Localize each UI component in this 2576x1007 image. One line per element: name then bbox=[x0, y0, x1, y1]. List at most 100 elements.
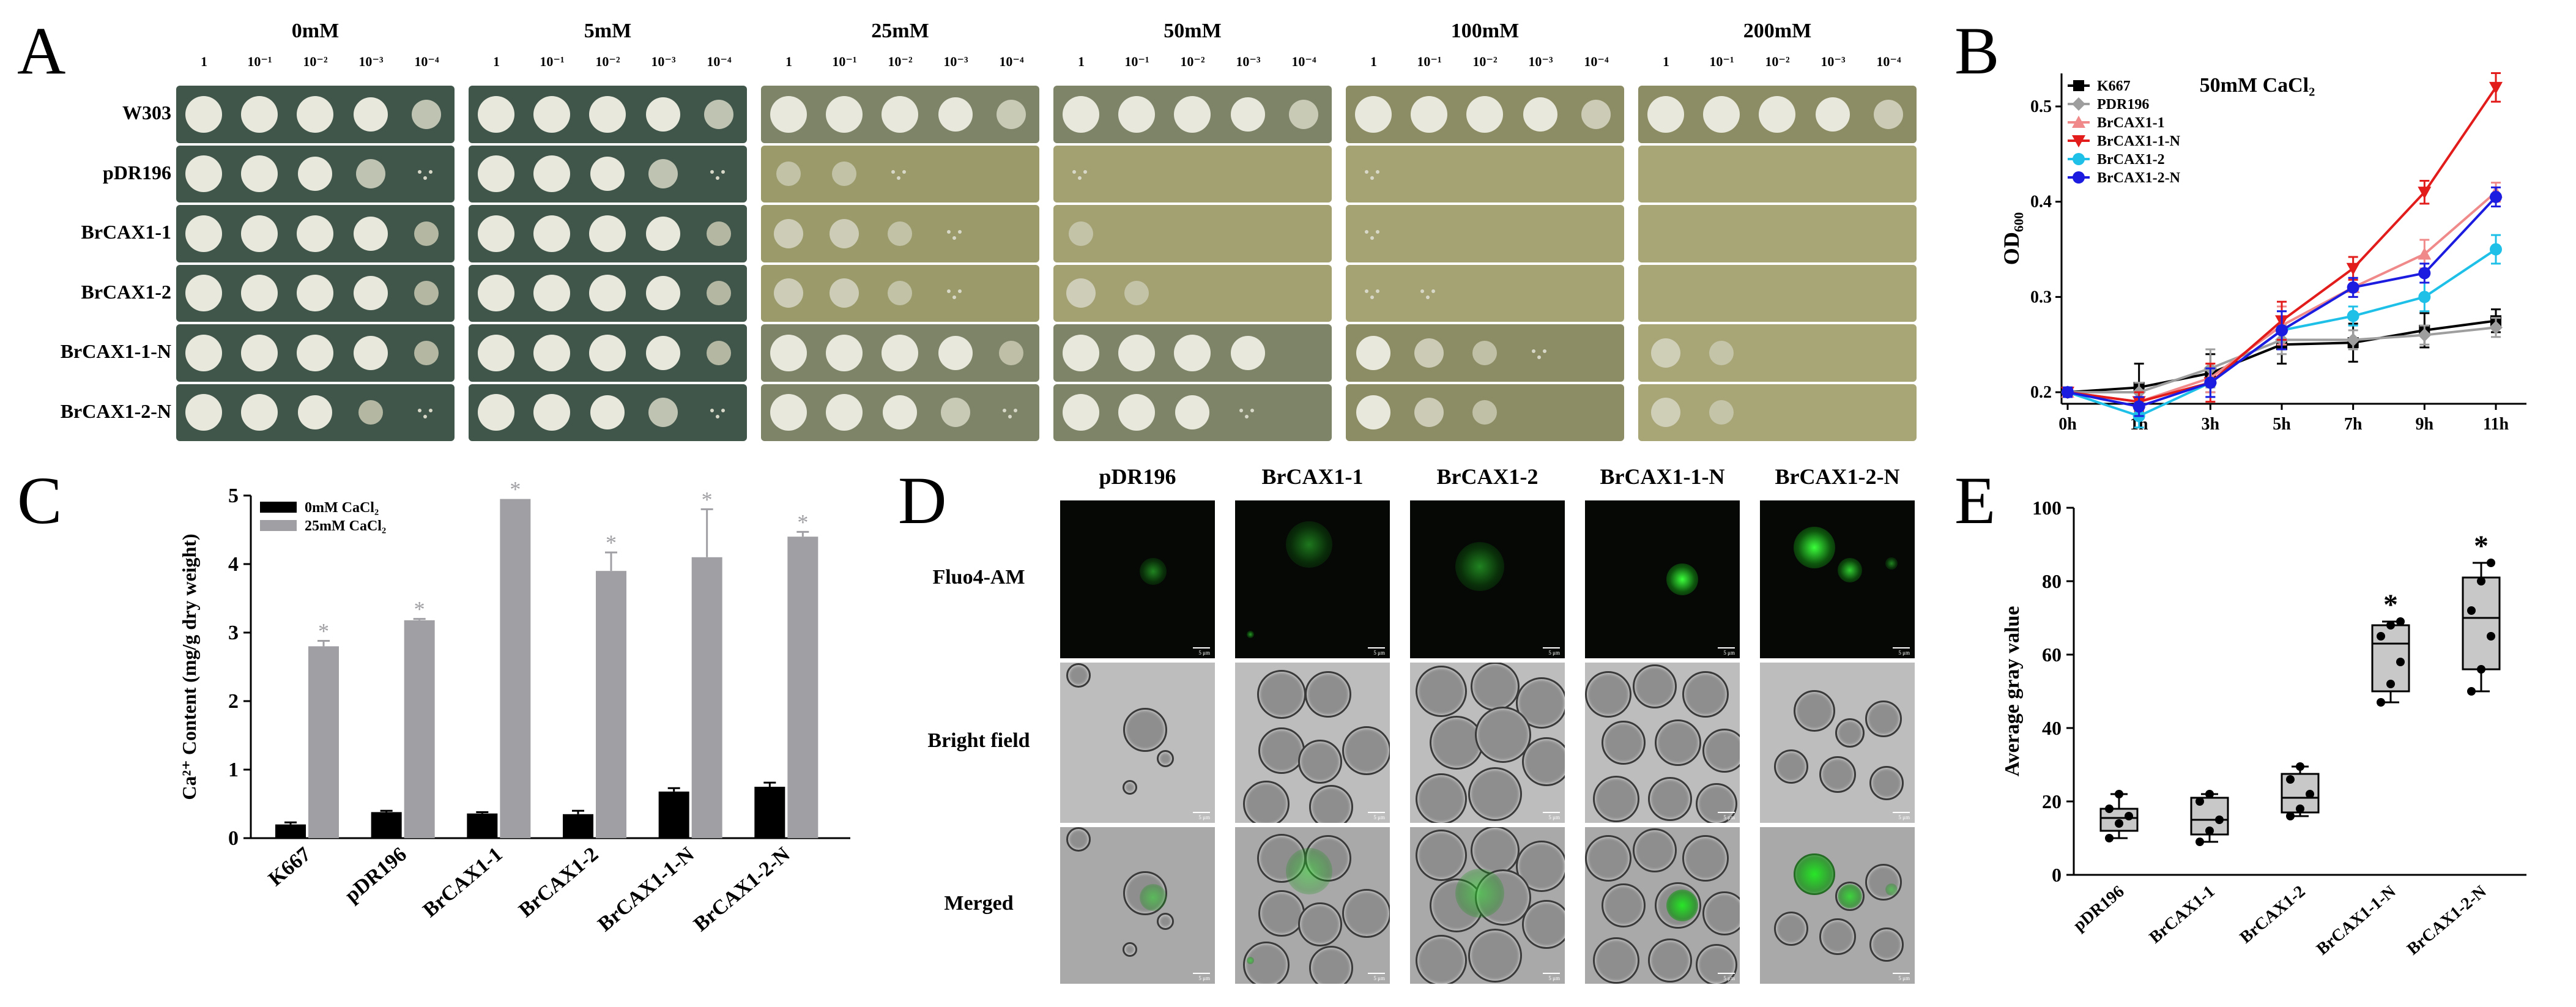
dilution-label: 10⁻² bbox=[303, 54, 328, 69]
data-point bbox=[2073, 171, 2085, 184]
colony-dot bbox=[1376, 289, 1379, 294]
column-header: BrCAX1-1 bbox=[1261, 464, 1364, 489]
yeast-cell bbox=[1585, 671, 1631, 718]
yeast-cell bbox=[1066, 663, 1091, 688]
colony-spot bbox=[1759, 95, 1795, 133]
y-tick-label: 0.5 bbox=[2030, 97, 2052, 116]
colony-dot bbox=[1420, 289, 1424, 294]
yeast-cell bbox=[1819, 756, 1856, 793]
plate-row bbox=[1346, 86, 1624, 143]
yeast-cell bbox=[1521, 899, 1565, 949]
concentration-header: 5mM bbox=[584, 20, 632, 42]
y-tick-label: 0.2 bbox=[2030, 383, 2052, 402]
plate-row bbox=[1638, 205, 1917, 262]
data-point bbox=[2306, 790, 2314, 798]
dilution-label: 10⁻¹ bbox=[1124, 54, 1149, 69]
panel-a-letter: A bbox=[17, 13, 66, 88]
data-point bbox=[2490, 243, 2502, 256]
colony-spot bbox=[1356, 335, 1390, 370]
fluorescent-cell bbox=[1139, 558, 1167, 585]
dilution-label: 10⁻¹ bbox=[540, 54, 565, 69]
x-tick-label: 11h bbox=[2483, 415, 2509, 434]
y-tick-label: 0.4 bbox=[2030, 193, 2052, 212]
colony-spot bbox=[1651, 398, 1680, 428]
scale-bar-label: 5 μm bbox=[1198, 975, 1210, 981]
x-tick-label: BrCAX1-1 bbox=[2146, 882, 2219, 948]
column-header: pDR196 bbox=[1099, 464, 1176, 489]
yeast-cell bbox=[1298, 740, 1343, 784]
plate-row bbox=[176, 205, 455, 262]
x-tick-label: BrCAX1-2 bbox=[514, 843, 603, 922]
data-point bbox=[2347, 281, 2359, 294]
colony-spot bbox=[478, 394, 514, 431]
data-point bbox=[2115, 790, 2123, 798]
yeast-cell bbox=[1682, 671, 1729, 718]
colony-spot bbox=[414, 281, 439, 306]
colony-dot bbox=[423, 176, 427, 180]
colony-spot bbox=[1356, 395, 1390, 430]
plate-row bbox=[1053, 264, 1332, 322]
bar bbox=[754, 787, 785, 838]
micrograph: 5 μm bbox=[1410, 500, 1565, 658]
legend-label: K667 bbox=[2097, 78, 2131, 94]
significance-marker: * bbox=[606, 530, 617, 555]
yeast-cell bbox=[1429, 716, 1483, 770]
colony-dot bbox=[1072, 170, 1076, 174]
y-axis-label: Average gray value bbox=[2001, 606, 2024, 777]
fluorescent-cell bbox=[1837, 883, 1862, 909]
scale-bar-label: 5 μm bbox=[1548, 975, 1560, 981]
dilution-label: 10⁻⁴ bbox=[707, 54, 732, 69]
yeast-cell bbox=[1869, 927, 1904, 962]
row-label: Merged bbox=[944, 892, 1014, 915]
fluorescent-cell bbox=[1837, 557, 1862, 582]
colony-spot bbox=[999, 340, 1023, 365]
colony-dot bbox=[1431, 289, 1435, 294]
scale-bar-label: 5 μm bbox=[1198, 650, 1210, 656]
data-point bbox=[2286, 775, 2295, 784]
data-point bbox=[2125, 812, 2133, 820]
plate-row bbox=[761, 324, 1039, 382]
fluorescent-cell bbox=[1666, 563, 1699, 595]
x-tick-label: pDR196 bbox=[2069, 882, 2128, 935]
yeast-cell bbox=[1865, 700, 1902, 737]
bar bbox=[275, 824, 306, 838]
micrograph: 5 μm bbox=[1760, 827, 1915, 984]
scale-bar bbox=[1193, 812, 1210, 813]
dilution-label: 10⁻⁴ bbox=[999, 54, 1024, 69]
data-point bbox=[2489, 321, 2503, 335]
colony-dot bbox=[716, 415, 719, 419]
fluorescent-cell bbox=[1666, 890, 1699, 921]
colony-spot bbox=[1647, 95, 1684, 133]
colony-spot bbox=[1118, 95, 1155, 133]
x-tick-label: 0h bbox=[2058, 415, 2077, 434]
colony-spot bbox=[707, 221, 731, 246]
plate-row bbox=[469, 384, 747, 441]
legend-label: BrCAX1-1-N bbox=[2097, 133, 2181, 149]
yeast-cell bbox=[1702, 729, 1740, 773]
data-point bbox=[2205, 790, 2214, 798]
colony-spot bbox=[1066, 278, 1096, 308]
data-point bbox=[2467, 606, 2476, 615]
colony-spot bbox=[354, 216, 388, 251]
yeast-cell bbox=[1308, 946, 1353, 984]
y-tick-label: 20 bbox=[2042, 790, 2062, 812]
dilution-label: 10⁻³ bbox=[1236, 54, 1261, 69]
micrograph: 5 μm bbox=[1585, 827, 1740, 984]
data-point bbox=[2105, 804, 2114, 813]
micrograph: 5 μm bbox=[1235, 500, 1390, 658]
plate-row bbox=[761, 145, 1039, 203]
colony-spot bbox=[478, 275, 514, 312]
colony-spot bbox=[478, 95, 514, 133]
data-point bbox=[2276, 324, 2288, 336]
colony-dot bbox=[418, 170, 421, 174]
plate-row bbox=[1053, 324, 1332, 382]
yeast-cell bbox=[1602, 721, 1646, 765]
fluorescent-cell bbox=[1885, 557, 1898, 570]
colony-spot bbox=[590, 395, 625, 430]
column-header: BrCAX1-2 bbox=[1436, 464, 1539, 489]
plate-row bbox=[1053, 384, 1332, 441]
colony-spot bbox=[1174, 95, 1211, 133]
y-tick-label: 4 bbox=[228, 553, 239, 576]
colony-dot bbox=[1008, 415, 1012, 419]
colony-dot bbox=[429, 409, 432, 413]
